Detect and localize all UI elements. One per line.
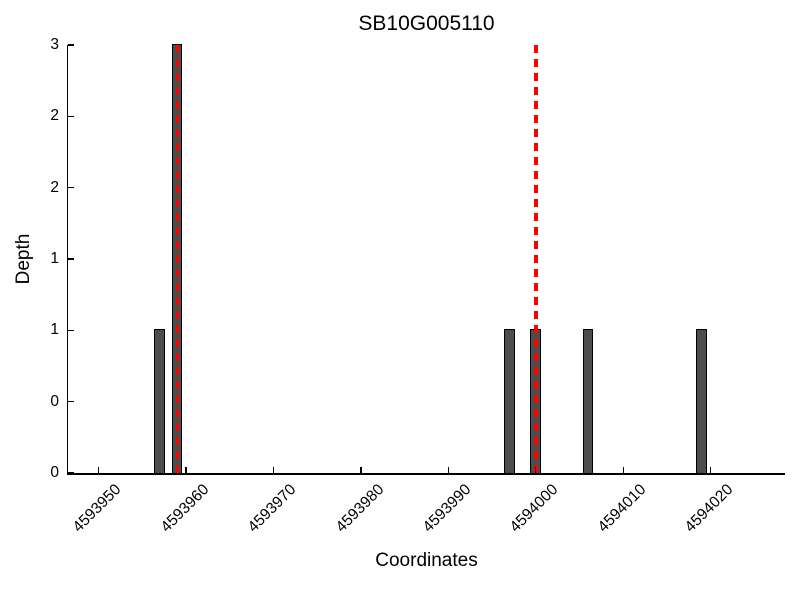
x-tick [185,467,187,473]
bar [582,329,594,474]
y-tick [68,44,74,46]
reference-vline-dashed [534,45,538,473]
x-tick-label: 4594020 [682,481,737,536]
x-tick [622,467,624,473]
y-axis-label: Depth [13,233,34,285]
y-tick-label: 3 [50,36,59,53]
x-tick-label: 4593990 [419,481,475,536]
bar [503,329,515,474]
x-tick [272,467,275,473]
x-tick-label: 4593980 [332,481,387,536]
bar [696,329,708,474]
y-tick [68,401,74,403]
y-tick [68,329,74,331]
x-tick-label: 4593960 [157,481,213,536]
y-tick [68,115,74,117]
x-tick [447,467,449,473]
y-tick [68,472,74,474]
y-tick-label: 1 [50,321,59,339]
y-tick-label: 0 [50,464,59,481]
x-tick [710,467,712,473]
x-tick-label: 4594010 [594,481,650,536]
x-tick-label: 4593970 [244,481,300,536]
y-axis-spine [66,45,68,475]
y-tick [68,258,74,260]
y-tick [68,187,74,189]
y-tick-label: 2 [50,107,59,125]
chart-title: SB10G005110 [358,12,495,35]
x-tick-label: 4594000 [507,481,562,536]
x-axis-label: Coordinates [375,550,478,571]
bar [154,329,165,474]
y-tick-label: 1 [50,250,59,267]
x-tick [360,467,362,473]
x-tick [98,467,100,473]
reference-vline-dashed [175,45,180,473]
x-axis-spine [66,473,785,475]
y-tick-label: 0 [50,392,59,410]
y-tick-label: 2 [50,178,59,196]
x-tick-label: 4593950 [69,481,125,536]
x-tick [535,467,537,473]
